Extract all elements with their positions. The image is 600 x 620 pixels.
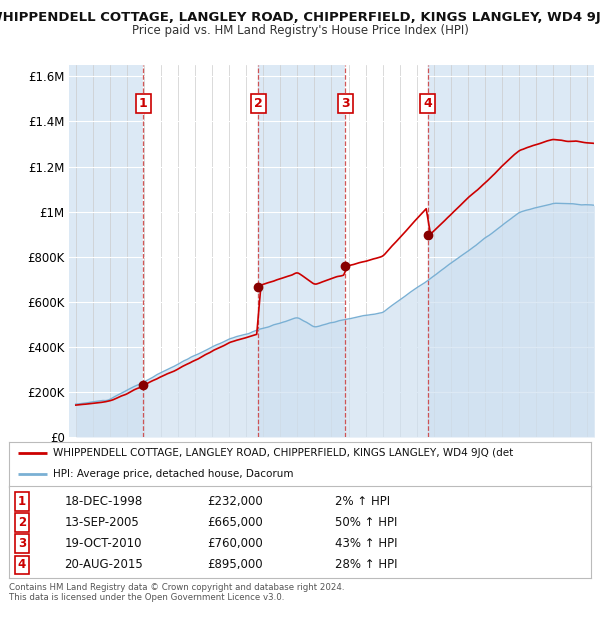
Text: 19-OCT-2010: 19-OCT-2010 bbox=[64, 538, 142, 551]
Bar bbox=[428, 65, 594, 437]
Text: 1: 1 bbox=[139, 97, 148, 110]
Text: 18-DEC-1998: 18-DEC-1998 bbox=[64, 495, 143, 508]
Text: HPI: Average price, detached house, Dacorum: HPI: Average price, detached house, Daco… bbox=[53, 469, 293, 479]
Text: Contains HM Land Registry data © Crown copyright and database right 2024.
This d: Contains HM Land Registry data © Crown c… bbox=[9, 583, 344, 602]
Text: 2: 2 bbox=[18, 516, 26, 529]
Text: £232,000: £232,000 bbox=[207, 495, 263, 508]
Text: 50% ↑ HPI: 50% ↑ HPI bbox=[335, 516, 397, 529]
Bar bbox=[345, 65, 428, 437]
Text: WHIPPENDELL COTTAGE, LANGLEY ROAD, CHIPPERFIELD, KINGS LANGLEY, WD4 9JQ: WHIPPENDELL COTTAGE, LANGLEY ROAD, CHIPP… bbox=[0, 11, 600, 24]
Bar bbox=[143, 65, 259, 437]
Text: 28% ↑ HPI: 28% ↑ HPI bbox=[335, 559, 397, 572]
Text: £760,000: £760,000 bbox=[207, 538, 263, 551]
Text: 3: 3 bbox=[341, 97, 349, 110]
Text: WHIPPENDELL COTTAGE, LANGLEY ROAD, CHIPPERFIELD, KINGS LANGLEY, WD4 9JQ (det: WHIPPENDELL COTTAGE, LANGLEY ROAD, CHIPP… bbox=[53, 448, 513, 458]
Text: £895,000: £895,000 bbox=[207, 559, 263, 572]
Bar bbox=[69, 65, 143, 437]
Text: 2: 2 bbox=[254, 97, 263, 110]
Bar bbox=[259, 65, 345, 437]
Text: 20-AUG-2015: 20-AUG-2015 bbox=[64, 559, 143, 572]
Text: Price paid vs. HM Land Registry's House Price Index (HPI): Price paid vs. HM Land Registry's House … bbox=[131, 24, 469, 37]
Text: 1: 1 bbox=[18, 495, 26, 508]
Text: 3: 3 bbox=[18, 538, 26, 551]
Text: 4: 4 bbox=[423, 97, 432, 110]
Text: 13-SEP-2005: 13-SEP-2005 bbox=[64, 516, 139, 529]
Text: 43% ↑ HPI: 43% ↑ HPI bbox=[335, 538, 397, 551]
Text: £665,000: £665,000 bbox=[207, 516, 263, 529]
Text: 4: 4 bbox=[17, 559, 26, 572]
Text: 2% ↑ HPI: 2% ↑ HPI bbox=[335, 495, 390, 508]
